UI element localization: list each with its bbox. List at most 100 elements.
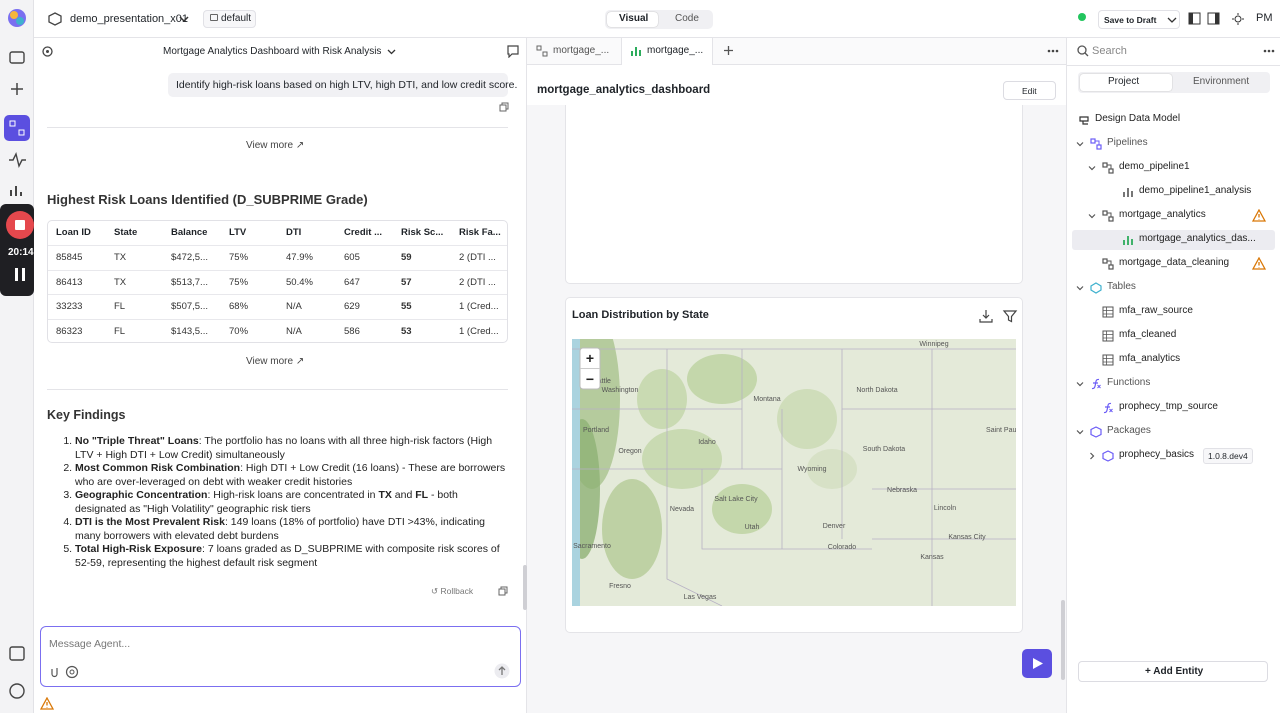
tree-chevron[interactable] <box>1076 284 1084 292</box>
user-avatar[interactable]: PM <box>1256 12 1273 24</box>
tab[interactable]: mortgage_... <box>553 45 609 56</box>
view-tab[interactable]: Code <box>675 13 699 24</box>
finding-item: Total High-Risk Exposure: 7 loans graded… <box>75 543 507 570</box>
map-label: Colorado <box>828 544 857 551</box>
new-tab[interactable] <box>723 45 734 56</box>
map-label: Oregon <box>618 448 641 455</box>
chevron <box>387 48 396 56</box>
tree-item[interactable]: Packages <box>1072 422 1275 442</box>
copy-icon[interactable] <box>498 586 508 596</box>
tree-label: prophecy_tmp_source <box>1119 401 1218 412</box>
add-entity-button[interactable]: + Add Entity <box>1078 661 1268 682</box>
user-message-text: Identify high-risk loans based on high L… <box>176 79 517 91</box>
message-input[interactable]: Message Agent... <box>40 626 521 687</box>
tree-item[interactable]: mortgage_data_cleaning <box>1072 254 1275 274</box>
version-badge: 1.0.8.dev4 <box>1203 448 1253 464</box>
finding-emphasis: DTI is the Most Prevalent Risk <box>75 516 225 528</box>
data-point <box>832 217 837 222</box>
tree-icon <box>1102 162 1114 174</box>
tree-item[interactable]: demo_pipeline1_analysis <box>1072 182 1275 202</box>
zoom-out[interactable]: − <box>586 371 594 387</box>
rollback-button[interactable]: ↺ Rollback <box>431 586 473 597</box>
view-more[interactable]: View more ↗ <box>246 356 304 367</box>
legend-marker <box>749 249 755 255</box>
tree-item[interactable]: Design Data Model <box>1072 110 1275 130</box>
run-button[interactable] <box>1022 649 1052 678</box>
tree-item[interactable]: mortgage_analytics <box>1072 206 1275 226</box>
map-actions[interactable] <box>979 309 1019 323</box>
tree-item[interactable]: mfa_analytics <box>1072 350 1275 370</box>
tree-icon <box>1090 138 1102 150</box>
view-tab[interactable]: Visual <box>619 13 648 24</box>
view-more[interactable]: View more ↗ <box>246 140 304 151</box>
send-button[interactable] <box>494 663 510 679</box>
data-point <box>655 217 660 222</box>
y-tick-label: 100 <box>586 184 600 193</box>
table-cell: 55 <box>401 301 412 312</box>
settings-icon[interactable] <box>41 45 54 58</box>
x-tick-label: 2024... <box>788 225 811 234</box>
tree-item[interactable]: demo_pipeline1 <box>1072 158 1275 178</box>
chat-title[interactable]: Mortgage Analytics Dashboard with Risk A… <box>163 46 381 57</box>
layout-icons[interactable] <box>1188 12 1250 26</box>
map-label: Wyoming <box>797 466 826 473</box>
tree-item[interactable]: prophecy_basics1.0.8.dev4 <box>1072 446 1275 466</box>
input-tools[interactable] <box>49 665 81 679</box>
save-button[interactable]: Save to Draft <box>1098 10 1180 29</box>
row-divider <box>48 319 508 320</box>
finding-emphasis: No "Triple Threat" Loans <box>75 435 199 447</box>
tree-item-selected[interactable]: mortgage_analytics_das... <box>1072 230 1275 250</box>
tree-label: mortgage_data_cleaning <box>1119 257 1229 268</box>
table-cell: TX <box>114 252 126 263</box>
tree-label: mfa_analytics <box>1119 353 1180 364</box>
x-tick-label: 2025... <box>682 225 705 234</box>
row-divider <box>48 294 508 295</box>
tree-chevron[interactable] <box>1088 452 1096 460</box>
table-cell: 57 <box>401 277 412 288</box>
tree-item[interactable]: mfa_raw_source <box>1072 302 1275 322</box>
table-title: Highest Risk Loans Identified (D_SUBPRIM… <box>47 192 368 207</box>
ocean <box>572 339 580 606</box>
tree-chevron[interactable] <box>1088 164 1096 172</box>
zoom-in[interactable]: + <box>586 350 594 366</box>
tree-item[interactable]: Tables <box>1072 278 1275 298</box>
table-cell: FL <box>114 301 125 312</box>
table-cell: 70% <box>229 326 248 337</box>
table-cell: 2 (DTI ... <box>459 252 496 263</box>
edit-button[interactable]: Edit <box>1003 81 1056 100</box>
save-label: Save to Draft <box>1104 15 1156 25</box>
tree-icon <box>1102 354 1114 366</box>
tree-item[interactable]: Functions <box>1072 374 1275 394</box>
map-label: Las Vegas <box>684 594 717 601</box>
tree-chevron[interactable] <box>1076 380 1084 388</box>
data-point <box>903 217 908 222</box>
copy-icon[interactable] <box>499 102 509 112</box>
tree-label: Packages <box>1107 425 1151 436</box>
tree-chevron[interactable] <box>1088 212 1096 220</box>
finding-emphasis: Geographic Concentration <box>75 489 207 501</box>
table-cell: 75% <box>229 277 248 288</box>
tree-chevron[interactable] <box>1076 428 1084 436</box>
finding-item: Geographic Concentration: High-risk loan… <box>75 489 507 516</box>
table-cell: FL <box>114 326 125 337</box>
warning-icon <box>1252 257 1266 270</box>
table-cell: $507,5... <box>171 301 208 312</box>
table-cell: 47.9% <box>286 252 313 263</box>
branch-chip[interactable]: default <box>203 10 256 28</box>
tree-item[interactable]: Pipelines <box>1072 134 1275 154</box>
column-header: DTI <box>286 227 301 238</box>
tree-item[interactable]: prophecy_tmp_source <box>1072 398 1275 418</box>
map[interactable]: WinnipegSeattleWashingtonMontanaNorth Da… <box>572 339 1016 606</box>
tree-chevron[interactable] <box>1076 140 1084 148</box>
tab[interactable]: mortgage_... <box>647 45 703 56</box>
tree-label: mfa_cleaned <box>1119 329 1176 340</box>
project-name[interactable]: demo_presentation_x01 <box>70 13 188 25</box>
tree-item[interactable]: mfa_cleaned <box>1072 326 1275 346</box>
legend-label: Investor Tape ID-Count <box>764 248 847 257</box>
new-chat-icon[interactable] <box>506 44 520 58</box>
column-header: Risk Sc... <box>401 227 443 238</box>
map-label: Washington <box>602 387 639 394</box>
more-icon[interactable] <box>1047 49 1059 53</box>
terrain <box>642 429 722 489</box>
dashboard-title: mortgage_analytics_dashboard <box>537 84 710 96</box>
